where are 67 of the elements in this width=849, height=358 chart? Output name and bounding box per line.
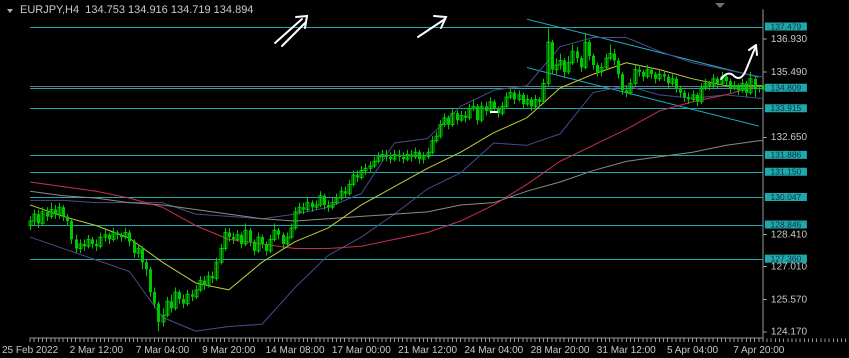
candlestick [646,64,650,80]
candlestick [414,147,418,160]
candlestick [70,218,73,244]
candlestick [380,149,384,162]
candlestick [145,260,148,277]
y-tick-label: 132.650 [770,132,808,144]
candlestick [32,209,36,226]
candlestick [712,74,716,88]
x-tick-label: 17 Mar 00:00 [332,344,392,356]
candlestick [683,90,686,102]
x-tick-label: 9 Mar 20:00 [202,344,256,356]
candlestick [592,53,595,70]
ref-line-label: 130.047 [770,192,802,202]
candlestick [700,82,704,105]
candlestick [66,214,69,226]
y-tick-label: 135.490 [770,66,808,78]
candlestick [256,232,260,254]
candlestick [430,136,434,156]
candlestick [330,198,334,210]
x-tick-label: 25 Feb 2022 [2,344,59,356]
candlestick [621,71,624,96]
candlestick [50,202,54,220]
x-tick-label: 24 Mar 04:00 [464,344,524,356]
candlestick [584,32,588,70]
x-tick-label: 21 Mar 12:00 [398,344,458,356]
candlestick [534,94,538,110]
candlestick [526,94,530,107]
candlestick [206,270,210,288]
candlestick [112,227,116,242]
x-tick-label: 14 Mar 08:00 [266,344,325,356]
y-tick-label: 124.170 [770,326,808,338]
candlestick [376,152,380,164]
candlestick [488,96,492,114]
ref-line-label: 137.479 [770,21,802,32]
candlestick [360,165,364,180]
ref-line-label: 131.886 [770,150,802,160]
y-tick-label: 125.570 [770,294,808,306]
x-tick-label: 5 Apr 04:00 [666,344,719,356]
chart-title: EURJPY,H4 134.753 134.916 134.719 134.894 [20,4,254,16]
candlestick [174,287,178,311]
candlestick [86,234,90,250]
x-tick-label: 7 Mar 04:00 [136,344,190,356]
x-tick-label: 2 Mar 12:00 [70,344,124,356]
candlestick [372,156,376,169]
ref-line-label: 134.809 [770,82,802,93]
candlestick [732,80,736,91]
x-tick-label: 31 Mar 12:00 [596,344,656,356]
x-tick-label: 28 Mar 20:00 [530,344,590,356]
candlestick [617,58,620,80]
candlestick [460,110,464,123]
candlestick [318,190,322,208]
candlestick [58,202,62,220]
y-tick-label: 136.930 [770,34,808,45]
ref-line-label: 133.915 [770,103,802,114]
candlestick [679,85,682,98]
ref-line-label: 131.150 [770,166,802,177]
candlestick [78,238,82,254]
candlestick [468,104,472,121]
candlestick [740,78,744,94]
ref-line-label: 127.360 [770,253,802,264]
candlestick [406,149,410,162]
candlestick [149,266,152,298]
y-tick-label: 127.010 [770,261,808,272]
y-tick-label: 128.410 [770,229,808,240]
candlestick [153,287,156,309]
ref-line-label: 128.846 [770,219,802,230]
x-tick-label: 7 Apr 20:00 [733,344,785,356]
